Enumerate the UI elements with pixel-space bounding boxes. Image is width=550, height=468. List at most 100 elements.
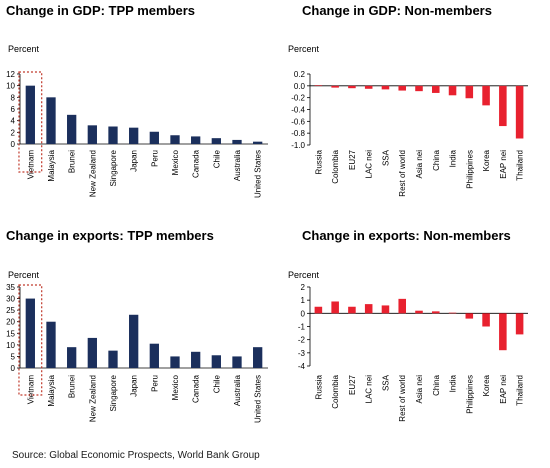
bar-asia-nei bbox=[415, 310, 423, 314]
x-tick-label: New Zealand bbox=[88, 150, 97, 197]
x-tick-label: Mexico bbox=[171, 374, 180, 400]
bar-colombia bbox=[331, 85, 339, 88]
y-tick-label: 0 bbox=[301, 309, 306, 318]
bar-eu27 bbox=[348, 85, 356, 89]
x-tick-label: SSA bbox=[381, 149, 390, 166]
y-tick-label: 0 bbox=[11, 140, 16, 149]
x-tick-label: Russia bbox=[314, 374, 323, 399]
x-tick-label: Peru bbox=[150, 150, 159, 167]
x-tick-label: LAC nei bbox=[365, 375, 374, 404]
x-tick-label: SSA bbox=[381, 374, 390, 391]
y-tick-label: -3 bbox=[298, 349, 306, 358]
y-tick-label: -1.0 bbox=[291, 141, 305, 150]
y-tick-label: -2 bbox=[298, 336, 306, 345]
highlight-box-vietnam bbox=[18, 284, 43, 396]
bar-new-zealand bbox=[87, 337, 97, 368]
y-tick-label: 8 bbox=[11, 93, 16, 102]
bar-vietnam bbox=[25, 298, 35, 368]
x-tick-label: Russia bbox=[314, 149, 323, 174]
bar-rest-of-world bbox=[398, 85, 407, 91]
bar-malaysia bbox=[46, 97, 56, 144]
bar-singapore bbox=[108, 350, 118, 368]
y-tick-label: 6 bbox=[11, 105, 16, 114]
bar-australia bbox=[232, 356, 242, 368]
x-tick-label: Colombia bbox=[331, 149, 340, 183]
bar-eap-nei bbox=[499, 85, 507, 127]
y-tick-label: -0.4 bbox=[291, 106, 305, 115]
x-tick-label: Brunei bbox=[68, 150, 77, 173]
y-unit-gdp-non: Percent bbox=[288, 44, 320, 54]
x-tick-label: United States bbox=[254, 150, 263, 198]
y-unit-gdp-tpp: Percent bbox=[8, 44, 40, 54]
x-tick-label: Rest of world bbox=[398, 375, 407, 422]
x-tick-label: New Zealand bbox=[88, 375, 97, 422]
bar-china bbox=[431, 311, 440, 314]
y-tick-label: 5 bbox=[11, 352, 16, 361]
bar-canada bbox=[191, 351, 201, 368]
y-unit-exports-non: Percent bbox=[288, 270, 320, 280]
x-tick-label: India bbox=[449, 149, 458, 167]
y-tick-label: -0.2 bbox=[291, 94, 305, 103]
x-tick-label: Philippines bbox=[465, 375, 474, 414]
y-tick-label: -0.8 bbox=[291, 129, 305, 138]
bar-new-zealand bbox=[87, 125, 97, 144]
y-tick-label: -0.6 bbox=[291, 117, 305, 126]
bar-mexico bbox=[170, 356, 180, 368]
chart-title-exports-tpp: Change in exports: TPP members bbox=[6, 228, 214, 243]
x-tick-label: Singapore bbox=[109, 374, 118, 411]
bar-brunei bbox=[67, 114, 77, 144]
bar-lac-nei bbox=[364, 85, 373, 89]
y-tick-label: 0.2 bbox=[294, 70, 306, 79]
x-tick-label: Brunei bbox=[68, 375, 77, 398]
bar-colombia bbox=[331, 301, 339, 314]
x-tick-label: Vietnam bbox=[26, 375, 35, 405]
bar-china bbox=[431, 85, 440, 93]
x-tick-label: EAP nei bbox=[499, 150, 508, 179]
bar-philippines bbox=[465, 313, 474, 319]
y-tick-label: 15 bbox=[6, 329, 15, 338]
chart-title-gdp-non: Change in GDP: Non-members bbox=[302, 3, 492, 18]
x-tick-label: Australia bbox=[233, 374, 242, 406]
bar-peru bbox=[149, 343, 159, 368]
y-tick-label: 2 bbox=[11, 128, 16, 137]
x-tick-label: Chile bbox=[212, 374, 221, 393]
x-tick-label: Vietnam bbox=[26, 150, 35, 180]
bar-ssa bbox=[381, 305, 390, 314]
x-tick-label: China bbox=[432, 149, 441, 170]
y-unit-exports-tpp: Percent bbox=[8, 270, 40, 280]
y-tick-label: -1 bbox=[298, 323, 306, 332]
y-tick-label: 35 bbox=[6, 283, 15, 292]
y-tick-label: 12 bbox=[6, 70, 15, 79]
x-tick-label: EU27 bbox=[348, 374, 357, 395]
x-tick-label: China bbox=[432, 374, 441, 395]
x-tick-label: Japan bbox=[130, 150, 139, 172]
bar-brunei bbox=[67, 347, 77, 368]
x-tick-label: Asia nei bbox=[415, 150, 424, 179]
bar-russia bbox=[314, 85, 323, 86]
y-tick-label: 2 bbox=[301, 283, 306, 292]
y-tick-label: 10 bbox=[6, 82, 15, 91]
y-tick-label: -4 bbox=[298, 362, 306, 371]
bar-vietnam bbox=[25, 85, 35, 144]
y-tick-label: 1 bbox=[301, 296, 306, 305]
bar-australia bbox=[232, 139, 242, 144]
x-tick-label: Thailand bbox=[516, 375, 525, 406]
bar-thailand bbox=[515, 313, 524, 335]
bar-lac-nei bbox=[364, 304, 373, 314]
chart-title-exports-non: Change in exports: Non-members bbox=[302, 228, 511, 243]
bar-canada bbox=[191, 136, 201, 144]
bar-japan bbox=[129, 127, 139, 144]
x-tick-label: Asia nei bbox=[415, 375, 424, 404]
bar-india bbox=[448, 312, 457, 314]
x-tick-label: Singapore bbox=[109, 149, 118, 186]
x-tick-label: Chile bbox=[212, 149, 221, 168]
x-tick-label: Rest of world bbox=[398, 150, 407, 197]
bar-chile bbox=[211, 355, 221, 368]
bar-eu27 bbox=[348, 306, 356, 314]
x-tick-label: United States bbox=[254, 375, 263, 423]
y-tick-label: 0 bbox=[11, 364, 16, 373]
x-tick-label: Thailand bbox=[516, 150, 525, 181]
x-tick-label: Australia bbox=[233, 149, 242, 181]
